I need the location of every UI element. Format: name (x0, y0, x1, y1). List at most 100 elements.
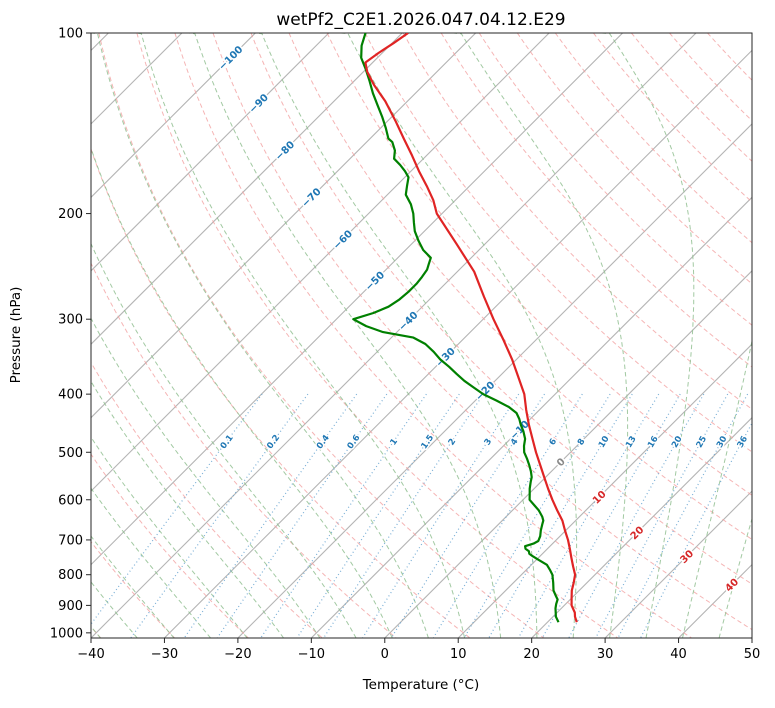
mixing-ratio-line (390, 393, 546, 638)
chart-title: wetPf2_C2E1.2026.047.04.12.E29 (276, 10, 565, 30)
isotherm-label: 30 (679, 548, 697, 566)
mixing-ratio-label: 3 (483, 437, 495, 447)
isotherm-line (237, 123, 752, 638)
moist-adiabat-line (91, 242, 357, 638)
mixing-ratio-line (216, 393, 388, 638)
y-tick-label: 300 (58, 313, 83, 328)
dry-adiabat-line (478, 33, 752, 326)
dry-adiabat-line (554, 33, 752, 244)
isotherm-line (91, 33, 256, 199)
isotherm-line (91, 33, 403, 345)
temperature-line (364, 33, 578, 623)
y-axis-label: Pressure (hPa) (8, 287, 24, 384)
moist-adiabat-line (91, 535, 175, 638)
mixing-ratio-line (183, 393, 358, 638)
isotherm-label: 0 (555, 456, 568, 469)
mixing-ratio-line (130, 393, 309, 638)
isotherm-line (531, 416, 752, 638)
moist-adiabat-line (340, 33, 578, 638)
moist-adiabat-line (91, 380, 285, 638)
isotherm-label: −60 (331, 228, 355, 252)
moist-adiabat-line (91, 436, 248, 638)
mixing-ratio-label: 25 (695, 434, 710, 449)
moist-adiabat-line (91, 33, 429, 638)
mixing-ratio-line (517, 393, 660, 638)
y-tick-label: 400 (58, 388, 83, 403)
isotherm-line (384, 270, 752, 638)
mixing-ratio-line (568, 393, 705, 638)
mixing-ratio-line (323, 393, 484, 638)
isotherm-line (310, 196, 752, 638)
isotherm-label: 20 (629, 525, 647, 543)
y-tick-label: 100 (58, 27, 83, 42)
x-tick-label: −40 (77, 647, 104, 662)
y-tick-label: 500 (58, 446, 83, 461)
profiles (352, 33, 578, 623)
dry-adiabat-line (136, 33, 618, 638)
isotherm-label: 40 (724, 577, 742, 595)
dry-adiabat-line (250, 33, 752, 585)
x-tick-label: 40 (670, 647, 687, 662)
isotherm-label: −90 (247, 92, 271, 116)
dry-adiabat-line (288, 33, 752, 540)
dry-adiabat-line (91, 147, 471, 638)
x-tick-label: 10 (450, 647, 467, 662)
mixing-ratio-line (260, 393, 427, 638)
x-tick-label: 50 (744, 647, 761, 662)
moist-adiabat-line (91, 487, 211, 638)
mixing-ratio-line (463, 393, 611, 638)
y-tick-label: 800 (58, 568, 83, 583)
mixing-ratio-label: 0.1 (219, 433, 236, 451)
isotherm-line (91, 33, 550, 492)
mixing-ratio-label: 0.6 (346, 433, 363, 451)
moist-adiabat-line (91, 146, 393, 638)
mixing-ratio-line (488, 393, 633, 638)
x-tick-label: 0 (381, 647, 389, 662)
y-tick-label: 600 (58, 493, 83, 508)
isotherm-label: −80 (274, 139, 298, 163)
mixing-ratio-label: 1 (389, 437, 401, 448)
mixing-ratio-label: 30 (715, 434, 730, 449)
isotherm-label: −40 (397, 310, 421, 334)
mixing-ratio-line (640, 421, 752, 638)
dry-adiabat-line (440, 33, 752, 368)
x-tick-label: −30 (151, 647, 178, 662)
isotherm-line (678, 563, 752, 638)
dry-adiabat-line (516, 33, 752, 285)
isotherm-line (91, 33, 477, 419)
plot-area: −100−90−80−70−60−50−40−30−20−10010203040… (50, 27, 760, 663)
isotherm-label: −50 (364, 270, 388, 294)
isotherm-label: −100 (217, 44, 245, 72)
x-tick-label: −10 (298, 647, 325, 662)
moist-adiabat-line (601, 33, 695, 638)
isotherm-label: 10 (591, 489, 609, 507)
dry-adiabat-line (326, 33, 752, 496)
x-tick-label: −20 (224, 647, 251, 662)
mixing-ratio-label: 2 (447, 437, 459, 448)
y-tick-label: 700 (58, 533, 83, 548)
y-tick-label: 200 (58, 207, 83, 222)
mixing-ratio-label: 36 (736, 434, 750, 449)
y-tick-label: 1000 (50, 626, 83, 641)
isotherm-line (457, 343, 752, 638)
isotherm-label: −70 (300, 186, 324, 210)
moist-adiabat-line (255, 33, 538, 638)
mixing-ratio-line (296, 393, 460, 638)
dry-adiabat-line (98, 33, 545, 638)
plot-frame (90, 32, 753, 639)
x-tick-label: 30 (597, 647, 614, 662)
moist-adiabat-line (718, 517, 752, 638)
isotherm-line (604, 490, 752, 638)
mixing-ratio-label: 10 (597, 434, 612, 449)
mixing-ratio-line (541, 393, 681, 638)
mixing-ratio-line (617, 393, 749, 638)
dewpoint-line (352, 33, 560, 623)
isotherm-line (91, 33, 330, 272)
axes-ticks: −40 −30 −20 −10 0 10 20 30 40 5010020030040050060… (50, 27, 760, 663)
grid-layers (91, 33, 752, 638)
dry-adiabat-line (669, 33, 752, 122)
moist-adiabat-line (188, 33, 502, 638)
isotherm-line (91, 33, 623, 566)
isotherm-line (751, 637, 752, 638)
